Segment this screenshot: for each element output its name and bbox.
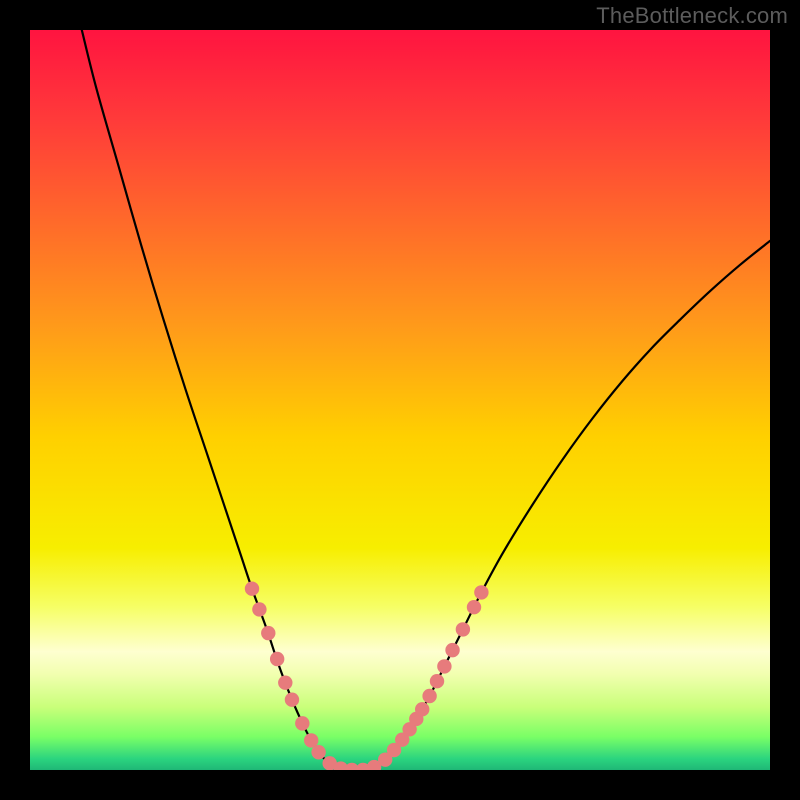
curve-marker (415, 702, 429, 716)
curve-marker (311, 745, 325, 759)
curve-marker (285, 693, 299, 707)
curve-marker (437, 659, 451, 673)
curve-marker (270, 652, 284, 666)
watermark-text: TheBottleneck.com (596, 3, 788, 29)
curve-marker (252, 602, 266, 616)
curve-marker (261, 626, 275, 640)
curve-marker (430, 674, 444, 688)
curve-marker (245, 582, 259, 596)
curve-marker (278, 675, 292, 689)
curve-marker (295, 716, 309, 730)
curve-markers (245, 582, 489, 771)
curve-marker (467, 600, 481, 614)
curve-marker (474, 585, 488, 599)
curve-layer (30, 30, 770, 770)
bottleneck-curve (82, 30, 770, 770)
curve-marker (456, 622, 470, 636)
chart-plot-area (30, 30, 770, 770)
curve-marker (445, 643, 459, 657)
curve-marker (422, 689, 436, 703)
